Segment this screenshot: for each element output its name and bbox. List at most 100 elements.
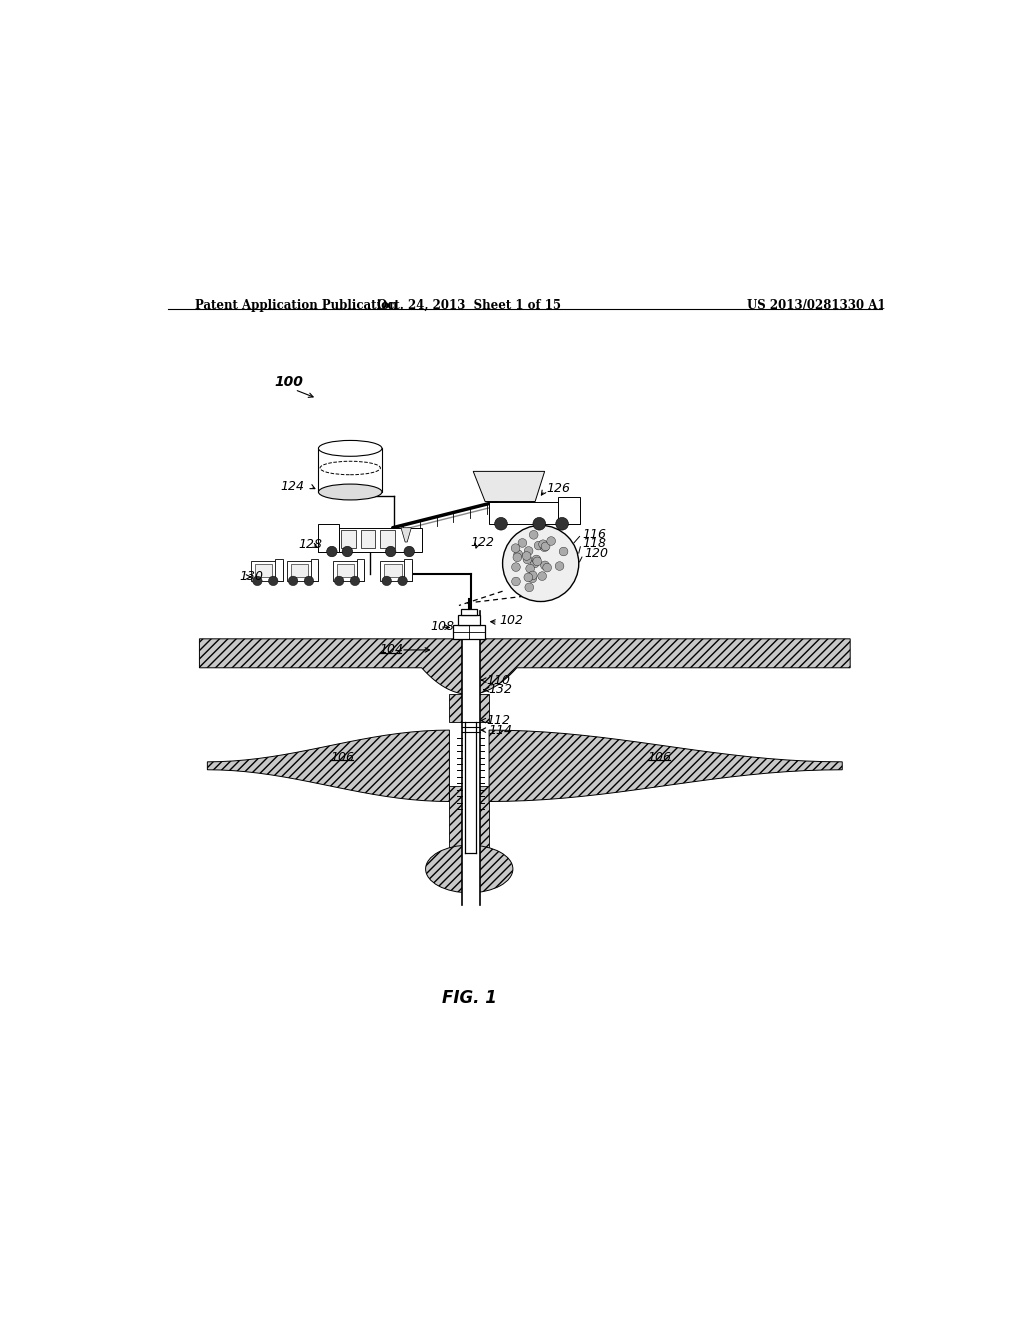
- Circle shape: [511, 544, 520, 553]
- Circle shape: [532, 557, 542, 566]
- Bar: [318, 528, 422, 552]
- Text: Oct. 24, 2013  Sheet 1 of 15: Oct. 24, 2013 Sheet 1 of 15: [377, 300, 561, 312]
- Circle shape: [528, 574, 537, 582]
- Bar: [458, 615, 480, 624]
- Text: 100: 100: [274, 375, 304, 389]
- Polygon shape: [207, 730, 450, 801]
- Circle shape: [525, 583, 534, 591]
- Text: 108: 108: [430, 619, 455, 632]
- Circle shape: [398, 576, 408, 586]
- Text: 112: 112: [486, 714, 511, 727]
- Bar: [360, 531, 375, 548]
- Circle shape: [524, 546, 532, 556]
- Circle shape: [522, 552, 531, 560]
- Text: 106: 106: [648, 751, 672, 763]
- Circle shape: [268, 576, 278, 586]
- Polygon shape: [473, 471, 545, 502]
- Circle shape: [543, 564, 552, 572]
- Circle shape: [382, 576, 391, 586]
- Text: 124: 124: [281, 480, 304, 492]
- Circle shape: [541, 561, 549, 570]
- Circle shape: [532, 556, 541, 564]
- Circle shape: [514, 550, 522, 558]
- Text: 110: 110: [486, 673, 511, 686]
- Circle shape: [542, 543, 550, 550]
- Ellipse shape: [426, 845, 513, 892]
- Circle shape: [518, 539, 526, 548]
- Bar: [450, 785, 489, 853]
- Bar: [333, 561, 365, 581]
- Text: 126: 126: [546, 482, 570, 495]
- Text: 116: 116: [582, 528, 606, 541]
- Polygon shape: [489, 730, 842, 801]
- Text: 114: 114: [488, 723, 512, 737]
- Circle shape: [327, 546, 337, 557]
- Circle shape: [385, 546, 396, 557]
- Bar: [291, 564, 308, 577]
- Text: 106: 106: [331, 751, 354, 763]
- Text: 132: 132: [488, 684, 512, 696]
- Bar: [287, 561, 318, 581]
- Bar: [384, 564, 401, 577]
- Bar: [454, 624, 485, 639]
- Ellipse shape: [318, 441, 382, 457]
- Circle shape: [530, 560, 539, 568]
- Circle shape: [538, 572, 547, 581]
- Polygon shape: [401, 528, 412, 543]
- Circle shape: [528, 572, 538, 579]
- Circle shape: [335, 576, 344, 586]
- Text: Patent Application Publication: Patent Application Publication: [196, 300, 398, 312]
- Text: 128: 128: [299, 537, 323, 550]
- Circle shape: [540, 543, 549, 552]
- Circle shape: [523, 554, 531, 564]
- Bar: [310, 560, 318, 581]
- Bar: [380, 561, 412, 581]
- Circle shape: [512, 577, 520, 586]
- Text: US 2013/0281330 A1: US 2013/0281330 A1: [748, 300, 886, 312]
- Text: 102: 102: [500, 614, 523, 627]
- Bar: [356, 560, 365, 581]
- Circle shape: [404, 546, 415, 557]
- Circle shape: [555, 562, 564, 570]
- Bar: [404, 560, 412, 581]
- Text: FIG. 1: FIG. 1: [441, 989, 497, 1007]
- Text: 130: 130: [240, 570, 263, 582]
- Circle shape: [559, 548, 568, 556]
- Bar: [251, 561, 283, 581]
- Text: 118: 118: [583, 537, 607, 550]
- Circle shape: [513, 553, 521, 562]
- Circle shape: [289, 576, 298, 586]
- Circle shape: [253, 576, 262, 586]
- Text: 122: 122: [471, 536, 495, 549]
- Circle shape: [350, 576, 359, 586]
- Text: 104: 104: [380, 643, 403, 656]
- Bar: [461, 609, 477, 615]
- Circle shape: [547, 537, 555, 545]
- Circle shape: [524, 573, 532, 582]
- Circle shape: [535, 541, 543, 550]
- Ellipse shape: [318, 484, 382, 500]
- Bar: [462, 611, 479, 904]
- Circle shape: [539, 540, 548, 549]
- Circle shape: [503, 525, 579, 602]
- Bar: [255, 564, 272, 577]
- Circle shape: [556, 517, 568, 531]
- Bar: [489, 502, 581, 524]
- Bar: [337, 564, 354, 577]
- Bar: [558, 498, 581, 524]
- Bar: [450, 694, 489, 722]
- Polygon shape: [200, 639, 850, 694]
- Circle shape: [342, 546, 352, 557]
- Bar: [318, 524, 339, 552]
- Text: 120: 120: [585, 548, 608, 561]
- Bar: [380, 531, 395, 548]
- Circle shape: [532, 517, 546, 531]
- Bar: [274, 560, 283, 581]
- Bar: [465, 722, 476, 853]
- Bar: [318, 449, 382, 492]
- Circle shape: [525, 564, 535, 573]
- Bar: [341, 531, 355, 548]
- Circle shape: [495, 517, 507, 531]
- Circle shape: [529, 531, 538, 539]
- Circle shape: [512, 562, 520, 572]
